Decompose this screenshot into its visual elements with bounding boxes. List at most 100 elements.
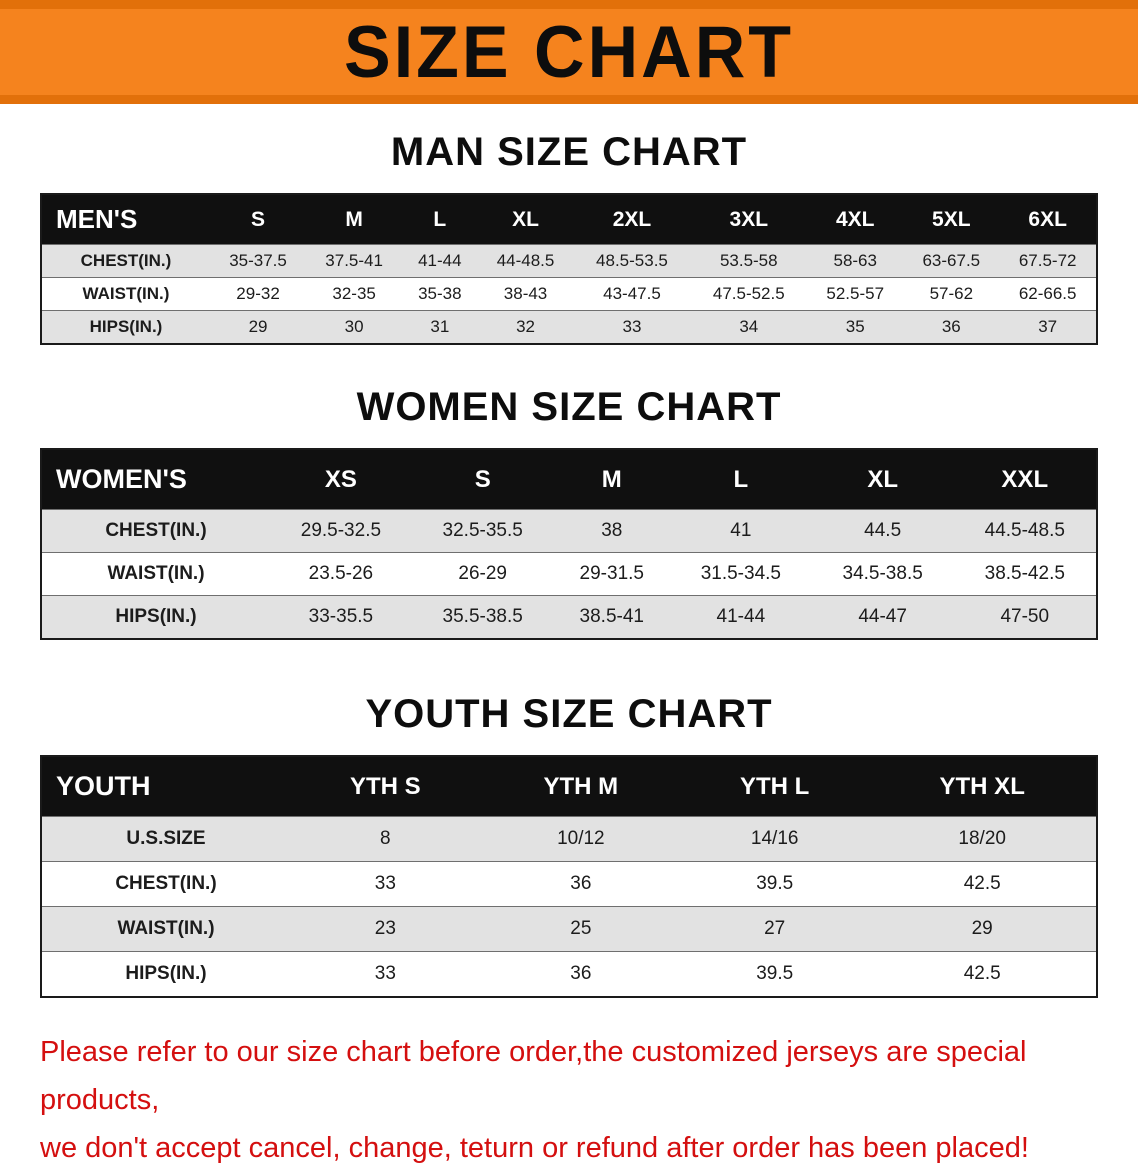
measurement-value: 42.5	[963, 963, 1001, 984]
measurement-label: HIPS(IN.)	[125, 963, 207, 984]
measurement-value: 35	[845, 317, 865, 336]
youth-section-heading: YOUTH SIZE CHART	[365, 692, 773, 736]
measurement-value: 35-38	[418, 284, 462, 303]
measurement-value: 31	[430, 317, 450, 336]
disclaimer-line-1: Please refer to our size chart before or…	[40, 1036, 1027, 1116]
measurement-value: 36	[570, 963, 592, 984]
table-row: HIPS(IN.) 33-35.5 35.5-38.5 38.5-41 41-44 44-…	[41, 595, 1097, 639]
measurement-label: CHEST(IN.)	[80, 251, 172, 270]
size-column-header: YTH S	[290, 756, 481, 817]
measurement-value: 29-32	[236, 284, 280, 303]
measurement-value: 18/20	[958, 828, 1006, 849]
size-column-header: S	[411, 449, 554, 510]
measurement-value: 33	[622, 317, 642, 336]
banner-title: SIZE CHART	[344, 11, 794, 93]
table-row: CHEST(IN.) 29.5-32.5 32.5-35.5 38 41 44.5 44.5…	[41, 509, 1097, 553]
measurement-value: 47-50	[1000, 606, 1050, 627]
measurement-value: 44.5	[864, 520, 902, 541]
measurement-value: 41	[730, 520, 752, 541]
measurement-label: WAIST(IN.)	[82, 284, 170, 303]
measurement-value: 26-29	[458, 563, 507, 584]
measurement-value: 44-48.5	[496, 251, 555, 270]
measurement-value: 32	[516, 317, 535, 336]
measurement-value: 33	[374, 963, 396, 984]
size-column-header: M	[553, 449, 670, 510]
measurement-value: 29-31.5	[579, 563, 644, 584]
measurement-value: 44.5-48.5	[984, 520, 1065, 541]
disclaimer-text: Please refer to our size chart before or…	[40, 1028, 1138, 1172]
disclaimer-line-2: we don't accept cancel, change, teturn o…	[40, 1132, 1029, 1164]
measurement-value: 34.5-38.5	[842, 563, 923, 584]
size-chart-banner: SIZE CHART	[0, 0, 1138, 104]
table-row: WAIST(IN.) 23 25 27 29	[41, 906, 1097, 952]
measurement-value: 41-44	[418, 251, 462, 270]
measurement-label: CHEST(IN.)	[115, 873, 217, 894]
measurement-value: 44-47	[858, 606, 907, 627]
size-column-header: L	[402, 194, 478, 245]
measurement-value: 37.5-41	[325, 251, 383, 270]
measurement-value: 29	[248, 317, 268, 336]
measurement-value: 35.5-38.5	[442, 606, 523, 627]
measurement-value: 37	[1038, 317, 1058, 336]
women-section-heading: WOMEN SIZE CHART	[356, 385, 782, 429]
measurement-value: 48.5-53.5	[596, 251, 668, 270]
measurement-value: 52.5-57	[826, 284, 885, 303]
table-header-row: WOMEN'S XS S M L XL XXL	[41, 449, 1097, 510]
size-column-header: 5XL	[903, 194, 1000, 245]
table-header-row: MEN'S S M L XL 2XL 3XL 4XL 5XL 6XL	[41, 194, 1097, 245]
measurement-value: 32.5-35.5	[442, 520, 523, 541]
men-size-table: MEN'S S M L XL 2XL 3XL 4XL 5XL 6XL CHEST(IN.) 35-37…	[40, 193, 1098, 345]
measurement-label: WAIST(IN.)	[107, 563, 205, 584]
size-column-header: XL	[477, 194, 574, 245]
measurement-value: 41-44	[716, 606, 766, 627]
table-row: WAIST(IN.) 29-32 32-35 35-38 38-43 43-47.5 47.…	[41, 277, 1097, 311]
measurement-value: 32-35	[332, 284, 376, 303]
measurement-value: 47.5-52.5	[712, 284, 785, 303]
size-column-header: 6XL	[999, 194, 1097, 245]
size-column-header: L	[669, 449, 812, 510]
measurement-value: 23.5-26	[308, 563, 374, 584]
size-column-header: XS	[270, 449, 412, 510]
measurement-value: 38-43	[503, 284, 548, 303]
measurement-value: 31.5-34.5	[700, 563, 781, 584]
size-column-header: XXL	[953, 449, 1097, 510]
measurement-value: 57-62	[929, 284, 974, 303]
measurement-value: 38.5-41	[579, 606, 644, 627]
measurement-value: 27	[764, 918, 786, 939]
measurement-value: 39.5	[756, 873, 794, 894]
measurement-value: 63-67.5	[922, 251, 981, 270]
size-column-header: 2XL	[573, 194, 691, 245]
measurement-value: 10/12	[557, 828, 605, 849]
measurement-label: WAIST(IN.)	[117, 918, 215, 939]
size-column-header: S	[210, 194, 307, 245]
size-column-header: M	[306, 194, 403, 245]
table-corner-label: YOUTH	[41, 756, 290, 817]
measurement-value: 36	[941, 317, 961, 336]
measurement-value: 30	[344, 317, 364, 336]
measurement-value: 39.5	[756, 963, 794, 984]
measurement-label: U.S.SIZE	[126, 828, 206, 849]
measurement-value: 14/16	[750, 828, 799, 849]
measurement-value: 53.5-58	[719, 251, 778, 270]
table-corner-label: WOMEN'S	[41, 449, 270, 510]
measurement-label: HIPS(IN.)	[115, 606, 197, 627]
measurement-value: 38.5-42.5	[984, 563, 1065, 584]
measurement-value: 35-37.5	[229, 251, 287, 270]
table-row: HIPS(IN.) 33 36 39.5 42.5	[41, 951, 1097, 997]
measurement-value: 29	[971, 918, 993, 939]
measurement-value: 33-35.5	[308, 606, 374, 627]
measurement-value: 34	[739, 317, 759, 336]
size-column-header: XL	[811, 449, 954, 510]
size-column-header: YTH L	[681, 756, 869, 817]
size-column-header: YTH M	[480, 756, 681, 817]
measurement-label: HIPS(IN.)	[89, 317, 163, 336]
table-row: CHEST(IN.) 35-37.5 37.5-41 41-44 44-48.5 48.5…	[41, 244, 1097, 278]
women-size-table: WOMEN'S XS S M L XL XXL CHEST(IN.) 29.5-32.5 32.5…	[40, 448, 1098, 640]
table-row: HIPS(IN.) 29 30 31 32 33 34 35 36 37	[41, 310, 1097, 344]
measurement-value: 25	[570, 918, 592, 939]
men-section-heading: MAN SIZE CHART	[390, 130, 748, 174]
table-corner-label: MEN'S	[41, 194, 210, 245]
measurement-value: 67.5-72	[1018, 251, 1077, 270]
measurement-value: 43-47.5	[603, 284, 661, 303]
measurement-value: 23	[374, 918, 396, 939]
